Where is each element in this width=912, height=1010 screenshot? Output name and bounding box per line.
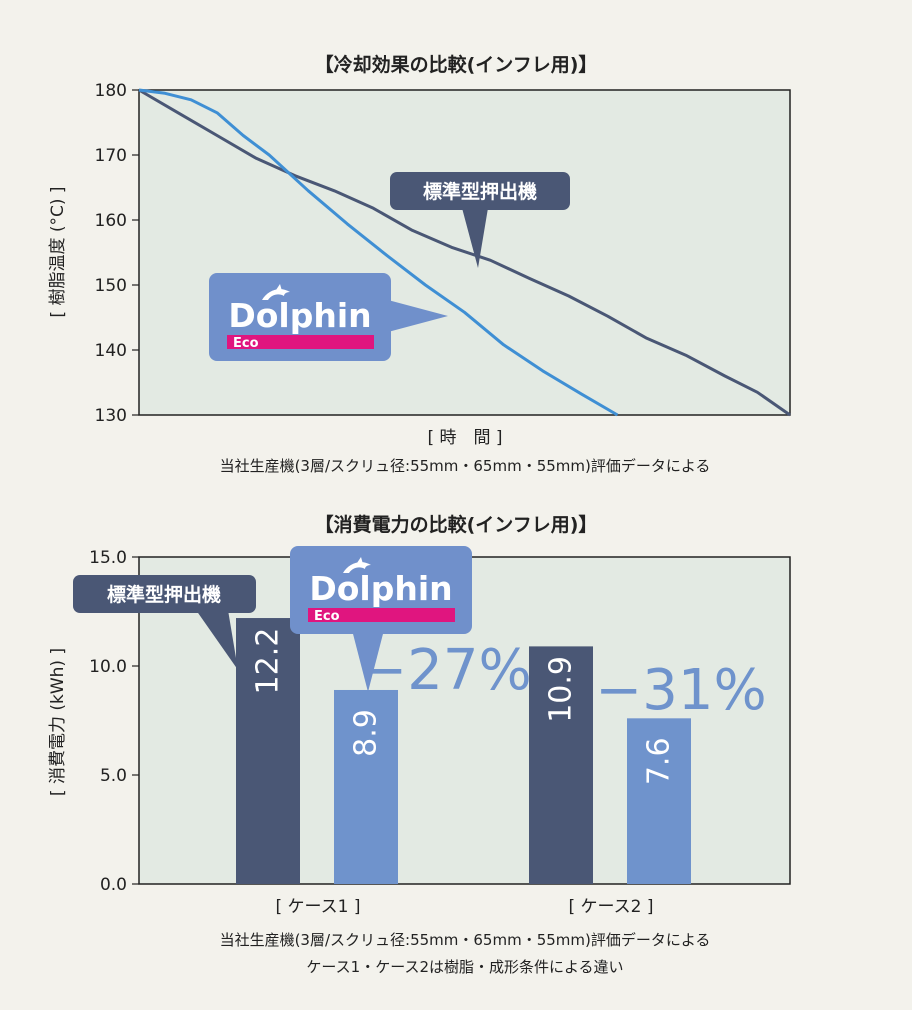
bar-chart-title: 【消費電力の比較(インフレ用)】 [315, 513, 598, 536]
bar-standard-callout-label: 標準型押出機 [107, 583, 221, 606]
bar-y-axis-label: [ 消費電力 (kWh) ] [48, 648, 68, 796]
line-y-tick-label: 140 [95, 341, 127, 361]
bar-chart-note-2: ケース1・ケース2は樹脂・成形条件による違い [306, 958, 623, 976]
line-chart-note: 当社生産機(3層/スクリュ径:55mm・65mm・55mm)評価データによる [220, 457, 711, 475]
bar-y-tick-label: 10.0 [89, 657, 127, 677]
line-y-tick-label: 170 [95, 146, 127, 166]
line-y-tick-label: 180 [95, 81, 127, 101]
bar-case2-series2 [627, 718, 691, 884]
bar-y-tick-label: 0.0 [100, 875, 127, 895]
line-y-axis-label: [ 樹脂温度 (°C) ] [48, 186, 68, 317]
bar-dolphin-callout: Dolphin Eco [290, 546, 472, 692]
eco-bar [227, 335, 374, 349]
bar-value-label: 7.6 [642, 737, 677, 785]
line-y-tick-label: 160 [95, 211, 127, 231]
line-standard-callout: 標準型押出機 [390, 172, 570, 268]
bar-case2-series1 [529, 646, 593, 884]
line-chart-title: 【冷却効果の比較(インフレ用)】 [315, 53, 598, 76]
line-dolphin-eco-text: Eco [233, 336, 259, 351]
reduction-label-case1: −27% [360, 638, 531, 703]
reduction-label-case2: −31% [595, 658, 766, 723]
bar-y-tick-label: 5.0 [100, 766, 127, 786]
line-standard-callout-label: 標準型押出機 [423, 180, 537, 203]
bar-value-label: 8.9 [349, 709, 384, 757]
bar-category-2: [ ケース2 ] [568, 897, 653, 917]
bar-standard-callout: 標準型押出機 [73, 575, 256, 670]
line-series-dolphin [138, 88, 619, 417]
bar-case1-series2 [334, 689, 398, 884]
line-dolphin-callout: Dolphin Eco [209, 273, 448, 361]
line-x-axis-label: [ 時 間 ] [427, 428, 502, 448]
bar-y-tick-label: 15.0 [89, 548, 127, 568]
line-dolphin-logo-text: Dolphin [228, 296, 371, 335]
line-y-tick-label: 130 [95, 406, 127, 426]
bar-dolphin-logo-text: Dolphin [309, 569, 452, 608]
eco-bar [308, 608, 455, 622]
line-series-standard [138, 88, 791, 417]
bar-case1-series1 [236, 618, 300, 884]
line-y-tick-label: 150 [95, 276, 127, 296]
bar-category-1: [ ケース1 ] [275, 897, 360, 917]
bar-value-label: 12.2 [251, 628, 286, 695]
bar-dolphin-eco-text: Eco [314, 609, 340, 624]
bar-value-label: 10.9 [544, 656, 579, 723]
bar-chart-note-1: 当社生産機(3層/スクリュ径:55mm・65mm・55mm)評価データによる [220, 931, 711, 949]
